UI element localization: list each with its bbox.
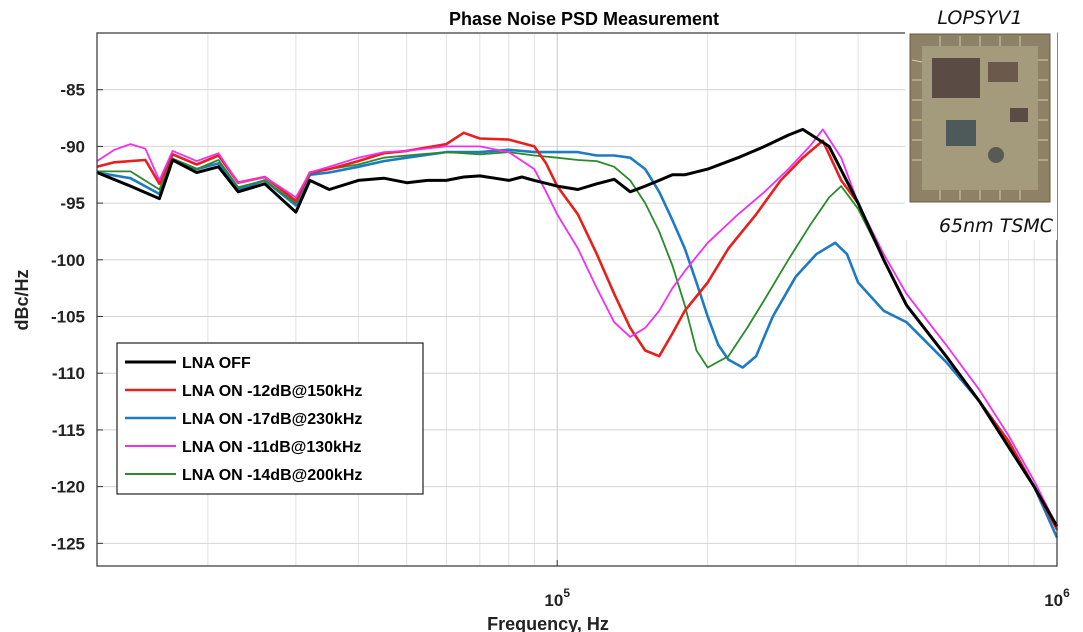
series-line-3 xyxy=(96,128,1058,527)
y-tick-label: -125 xyxy=(51,534,85,553)
plot-frame xyxy=(96,32,1058,567)
y-tick-label: -100 xyxy=(51,251,85,270)
x-tick-labels: 105 106 xyxy=(544,560,1070,610)
y-tick-label: -85 xyxy=(60,81,85,100)
x-axis-title: Frequency, Hz xyxy=(487,614,609,632)
legend: LNA OFF LNA ON -12dB@150kHz LNA ON -17dB@2… xyxy=(116,342,424,495)
chart-title: Phase Noise PSD Measurement xyxy=(449,9,719,29)
y-tick-label: -95 xyxy=(60,194,85,213)
series-line-4 xyxy=(97,151,1058,531)
y-axis-title: dBc/Hz xyxy=(12,269,32,330)
y-tick-label: -115 xyxy=(52,421,85,440)
chip-label-top: LOPSYV1 xyxy=(937,7,1022,29)
y-tick-label: -110 xyxy=(52,364,85,383)
legend-label: LNA ON -17dB@230kHz xyxy=(182,411,362,428)
legend-label: LNA ON -12dB@150kHz xyxy=(182,383,362,400)
y-tick-label: -90 xyxy=(60,137,85,156)
y-tick-label: -120 xyxy=(51,478,85,497)
series-line-0 xyxy=(96,127,1059,528)
y-tick-labels: -85 -90 -95 -100 -105 -110 -115 -120 -125 xyxy=(51,81,103,553)
series-layer xyxy=(96,127,1059,539)
chip-label-bottom: 65nm TSMC xyxy=(939,215,1054,237)
grid xyxy=(97,33,1057,566)
y-tick-label: -105 xyxy=(51,308,85,327)
chip-photo xyxy=(905,30,1057,240)
legend-label: LNA ON -14dB@200kHz xyxy=(182,467,362,484)
legend-label: LNA ON -11dB@130kHz xyxy=(182,439,362,456)
x-tick-label: 105 xyxy=(544,586,570,610)
x-tick-label: 106 xyxy=(1044,586,1070,610)
legend-label: LNA OFF xyxy=(182,355,251,372)
series-line-2 xyxy=(96,148,1059,539)
